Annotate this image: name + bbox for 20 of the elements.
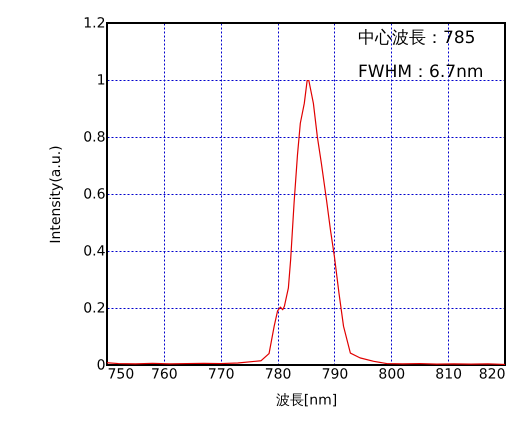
y-tick-label: 0.8 (83, 130, 106, 146)
x-tick-label: 770 (208, 366, 235, 382)
y-tick-label: 0.4 (83, 244, 106, 260)
y-axis-title: Intensity(a.u.) (48, 145, 64, 244)
x-tick-label: 820 (478, 366, 506, 382)
y-tick-label: 0.6 (83, 186, 106, 202)
y-tick-label: 1.2 (83, 16, 106, 32)
y-tick-label: 0 (96, 358, 106, 374)
y-tick-label: 1 (96, 72, 106, 88)
x-tick-label: 810 (435, 366, 462, 382)
x-tick-label: 780 (264, 366, 292, 382)
x-axis-title: 波長[nm] (276, 392, 338, 408)
annotation: 中心波長：785 (358, 28, 476, 48)
y-tick-label: 0.2 (83, 300, 106, 316)
annotation: FWHM：6.7nm (358, 62, 484, 82)
line-series (106, 80, 506, 366)
x-tick-label: 800 (378, 366, 406, 382)
x-tick-label: 790 (322, 366, 348, 382)
x-tick-label: 760 (150, 366, 178, 382)
x-tick-label: 750 (108, 366, 134, 382)
